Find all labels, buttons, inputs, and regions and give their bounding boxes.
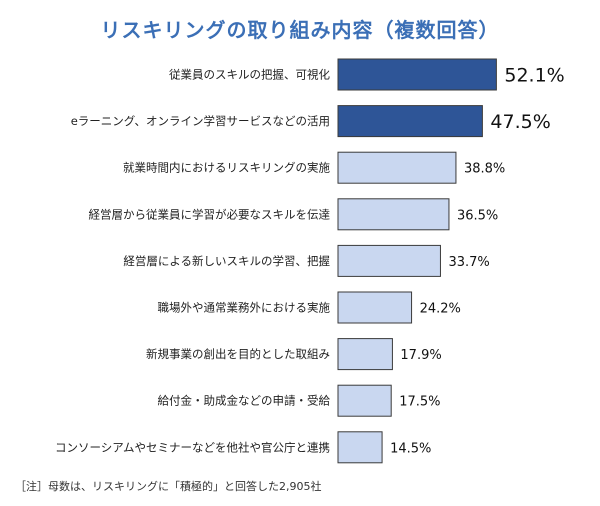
value-label: 38.8%: [464, 162, 505, 177]
value-label: 17.9%: [400, 348, 441, 363]
bar: [337, 151, 457, 184]
bar: [337, 105, 483, 138]
bar: [337, 384, 392, 417]
category-label: 新規事業の創出を目的とした取組み: [146, 347, 330, 361]
category-label: 経営層による新しいスキルの学習、把握: [123, 254, 330, 268]
bar: [337, 291, 413, 324]
chart-title: リスキリングの取り組み内容（複数回答）: [100, 18, 500, 42]
bar: [337, 198, 450, 231]
category-label: 経営層から従業員に学習が必要なスキルを伝達: [89, 207, 331, 221]
value-label: 33.7%: [448, 255, 489, 270]
value-label: 24.2%: [420, 302, 461, 317]
value-label: 47.5%: [490, 111, 550, 133]
footnote: ［注］母数は、リスキリングに「積極的」と回答した2,905社: [15, 480, 322, 493]
value-label: 36.5%: [457, 208, 498, 223]
category-label: 就業時間内におけるリスキリングの実施: [123, 161, 330, 175]
category-label: 給付金・助成金などの申請・受給: [158, 394, 331, 408]
value-label: 17.5%: [399, 395, 440, 410]
category-label: 従業員のスキルの把握、可視化: [169, 68, 330, 82]
category-label: 職場外や通常業務外における実施: [158, 301, 331, 315]
bar: [337, 244, 441, 277]
category-label: eラーニング、オンライン学習サービスなどの活用: [71, 114, 330, 128]
category-label: コンソーシアムやセミナーなどを他社や官公庁と連携: [55, 440, 330, 454]
bar: [337, 431, 383, 464]
value-label: 14.5%: [390, 441, 431, 456]
bar: [337, 338, 393, 371]
value-label: 52.1%: [504, 65, 564, 87]
bar: [337, 58, 497, 91]
